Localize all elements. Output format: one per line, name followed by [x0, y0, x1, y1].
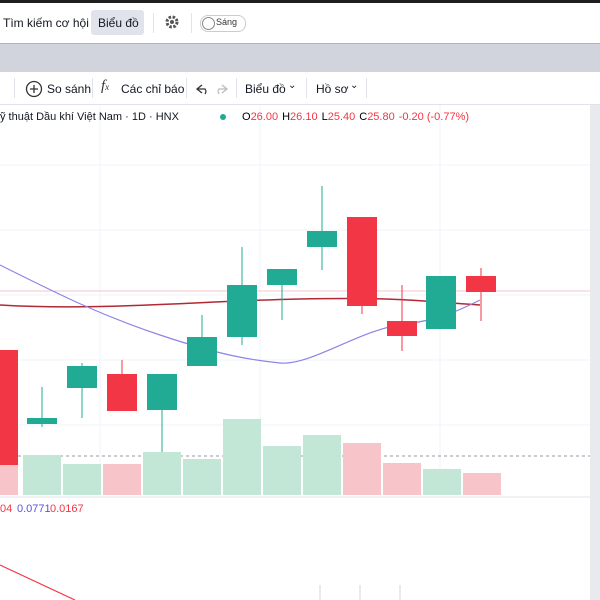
- settings-icon[interactable]: [164, 14, 180, 30]
- indicator-value: 0.0167: [50, 503, 84, 515]
- ohlc-label: L: [321, 111, 328, 123]
- indicator-line: [0, 564, 76, 600]
- candles: [0, 186, 496, 465]
- volume-bars: [0, 350, 501, 495]
- divider: [366, 78, 367, 98]
- divider: [236, 78, 237, 98]
- divider: [191, 13, 192, 33]
- search-link[interactable]: Tìm kiếm cơ hội: [3, 16, 89, 30]
- price-change: -0.20 (-0.77%): [398, 111, 470, 123]
- theme-label[interactable]: Sáng: [216, 17, 238, 27]
- caret: ⌄: [288, 80, 297, 91]
- toggle-knob: [202, 17, 215, 30]
- ohlc: O26.00 H26.10 L25.40 C25.80 -0.20 (-0.77%): [242, 111, 469, 123]
- indicator-value: 0.0771: [17, 503, 51, 515]
- ohlc-label: O: [242, 111, 251, 123]
- ma-line: [0, 297, 481, 308]
- ohlc-label: H: [282, 111, 291, 123]
- toolbar: [0, 72, 600, 105]
- ohlc-value: 25.40: [327, 111, 356, 123]
- profile-button[interactable]: Hồ sơ: [316, 82, 349, 96]
- indicator-grid: [319, 585, 401, 600]
- compare-icon[interactable]: [25, 80, 43, 98]
- ohlc-label: C: [359, 111, 368, 123]
- ma-line: [0, 264, 481, 364]
- ohlc-value: 26.10: [290, 111, 318, 123]
- chart-tab[interactable]: Biểu đồ: [98, 16, 139, 30]
- status-dot: [220, 114, 226, 120]
- ohlc-value: 25.80: [367, 111, 395, 123]
- divider: [153, 13, 154, 33]
- undo-redo[interactable]: [192, 82, 232, 96]
- header: [0, 3, 600, 43]
- fx-icon[interactable]: fx: [101, 78, 110, 94]
- chart-tab-bg[interactable]: [91, 10, 144, 35]
- top-border: [0, 0, 600, 3]
- indicators-button[interactable]: Các chỉ báo: [121, 82, 185, 96]
- divider: [306, 78, 307, 98]
- divider: [186, 78, 187, 98]
- indicator-value: 04: [0, 503, 13, 515]
- caret: ⌄: [350, 80, 359, 91]
- divider: [92, 78, 93, 98]
- theme-toggle[interactable]: [200, 15, 246, 32]
- divider: [14, 78, 15, 98]
- chart-area: [0, 105, 600, 600]
- gap-band: [0, 43, 600, 73]
- symbol-title: ỹ thuật Dầu khí Việt Nam · 1D · HNX: [0, 111, 179, 123]
- ohlc-value: 26.00: [250, 111, 279, 123]
- compare-button[interactable]: So sánh: [47, 82, 92, 96]
- chart-type-button[interactable]: Biểu đồ: [245, 82, 286, 96]
- price-scale-edge: [590, 105, 600, 600]
